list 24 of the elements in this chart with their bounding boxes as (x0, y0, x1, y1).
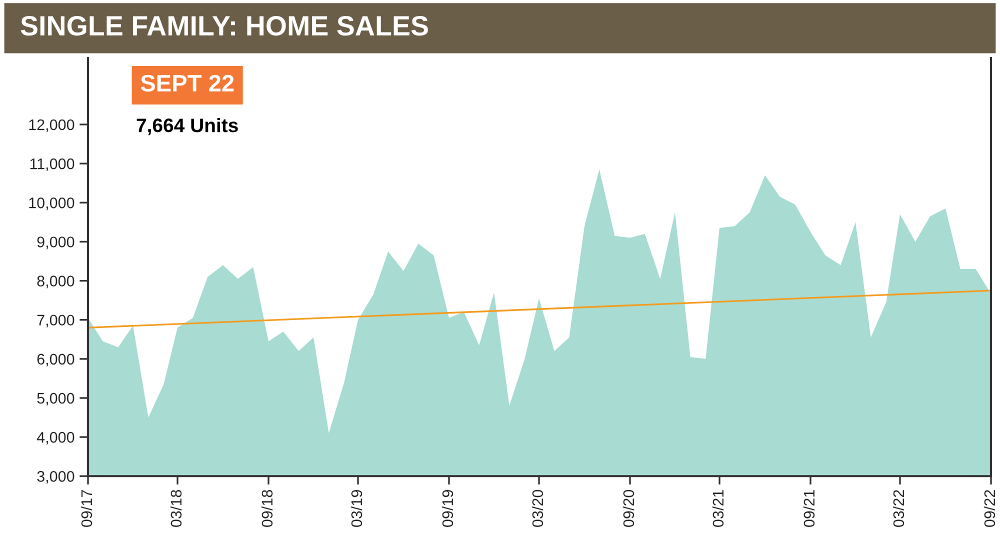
x-tick-label: 03/22 (892, 490, 904, 527)
y-tick-label: 3,000 (37, 471, 74, 484)
y-tick-label: 4,000 (36, 432, 74, 445)
y-tick-label: 9,000 (37, 236, 74, 250)
annotation: 7,664 Units (136, 118, 238, 136)
x-tick-label: 09/22 (984, 490, 996, 527)
x-tick-label: 09/18 (261, 490, 273, 527)
y-tick-label: 12,000 (29, 119, 74, 132)
x-tick-label: 09/17 (80, 490, 92, 527)
y-tick-label: 10,000 (29, 198, 74, 210)
x-tick-label: 09/20 (622, 490, 634, 527)
y-tick-label: 7,000 (37, 314, 74, 328)
x-tick-label: 09/21 (803, 490, 815, 527)
x-tick-label: 03/20 (532, 490, 544, 527)
y-tick-label: 11,000 (30, 158, 74, 172)
x-tick-label: 03/18 (170, 490, 182, 527)
x-tick-label: 03/21 (712, 490, 724, 527)
y-tick-label: 5,000 (37, 392, 74, 406)
chart-title: SINGLE FAMILY: HOME SALES (20, 16, 428, 36)
x-tick-label: 03/19 (350, 490, 362, 527)
x-tick-label: 09/19 (442, 490, 454, 527)
y-tick-label: 8,000 (37, 276, 74, 288)
annotation: SEPT 22 (140, 74, 234, 92)
y-tick-label: 6,000 (37, 354, 74, 366)
